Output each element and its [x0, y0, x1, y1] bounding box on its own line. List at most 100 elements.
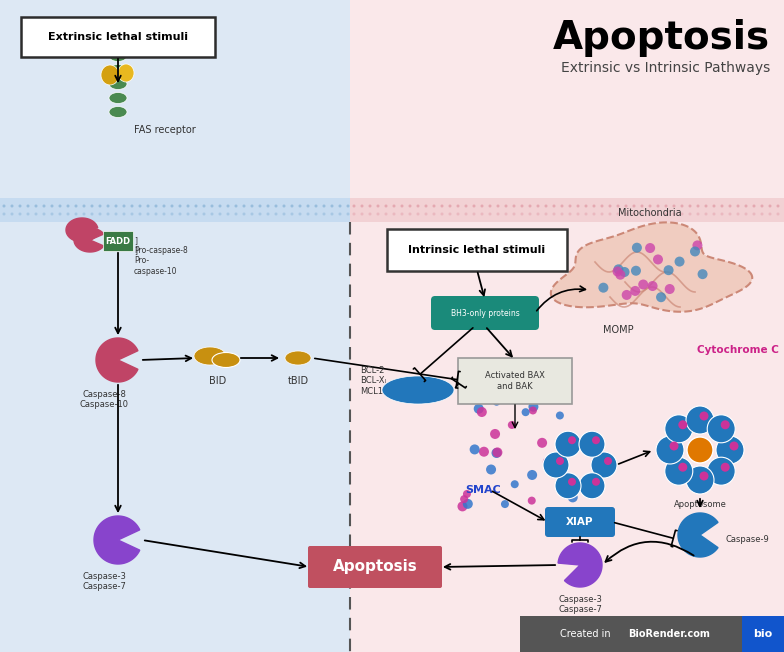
Circle shape	[529, 406, 537, 415]
Circle shape	[202, 205, 205, 207]
Text: ]
Pro-caspase-8: ] Pro-caspase-8	[134, 236, 187, 256]
Circle shape	[521, 213, 524, 216]
Circle shape	[307, 213, 310, 216]
Circle shape	[50, 213, 53, 216]
Circle shape	[681, 213, 684, 216]
Circle shape	[656, 213, 659, 216]
Circle shape	[616, 213, 619, 216]
Circle shape	[27, 205, 30, 207]
Circle shape	[251, 213, 253, 216]
Circle shape	[728, 213, 731, 216]
Circle shape	[592, 436, 600, 444]
Circle shape	[291, 205, 293, 207]
Circle shape	[114, 205, 118, 207]
FancyBboxPatch shape	[387, 229, 567, 271]
Circle shape	[736, 213, 739, 216]
Circle shape	[633, 213, 636, 216]
Circle shape	[568, 436, 576, 444]
Circle shape	[553, 213, 556, 216]
Circle shape	[665, 213, 667, 216]
Circle shape	[555, 473, 581, 499]
Circle shape	[753, 213, 756, 216]
Circle shape	[314, 205, 318, 207]
Circle shape	[631, 266, 641, 276]
Circle shape	[504, 213, 507, 216]
Circle shape	[579, 473, 605, 499]
Circle shape	[384, 205, 387, 207]
Circle shape	[401, 205, 404, 207]
Circle shape	[653, 254, 663, 265]
Circle shape	[592, 478, 600, 486]
Circle shape	[473, 213, 476, 216]
Circle shape	[776, 213, 779, 216]
Circle shape	[331, 213, 333, 216]
Circle shape	[307, 205, 310, 207]
Circle shape	[291, 213, 293, 216]
Circle shape	[616, 205, 619, 207]
Circle shape	[90, 213, 93, 216]
FancyBboxPatch shape	[545, 507, 615, 537]
Bar	[0, 0, 350, 652]
Circle shape	[179, 205, 182, 207]
Circle shape	[227, 213, 230, 216]
Circle shape	[122, 213, 125, 216]
Circle shape	[720, 421, 730, 429]
Circle shape	[615, 270, 626, 280]
Circle shape	[556, 457, 564, 465]
Circle shape	[242, 213, 245, 216]
Circle shape	[339, 213, 342, 216]
Circle shape	[162, 213, 165, 216]
Circle shape	[720, 205, 724, 207]
Circle shape	[463, 490, 471, 498]
Circle shape	[665, 415, 693, 443]
Circle shape	[686, 406, 714, 434]
Circle shape	[591, 452, 617, 478]
Circle shape	[90, 205, 93, 207]
Circle shape	[347, 205, 350, 207]
Circle shape	[729, 441, 739, 451]
Circle shape	[625, 205, 627, 207]
Circle shape	[187, 213, 190, 216]
Text: Intrinsic lethal stimuli: Intrinsic lethal stimuli	[408, 245, 546, 255]
Circle shape	[27, 213, 30, 216]
Circle shape	[641, 213, 644, 216]
Circle shape	[665, 205, 667, 207]
Circle shape	[470, 445, 480, 454]
Circle shape	[259, 213, 262, 216]
Circle shape	[686, 466, 714, 494]
Circle shape	[492, 447, 503, 458]
Text: tBID: tBID	[288, 376, 309, 386]
Circle shape	[736, 205, 739, 207]
Text: BCL-2
BCL-Xₗ
MCL1: BCL-2 BCL-Xₗ MCL1	[360, 366, 386, 396]
Circle shape	[504, 205, 507, 207]
Circle shape	[585, 205, 587, 207]
Text: Mitochondria: Mitochondria	[619, 208, 682, 218]
Circle shape	[665, 457, 693, 485]
Circle shape	[10, 213, 13, 216]
Circle shape	[456, 213, 459, 216]
Circle shape	[139, 205, 141, 207]
Circle shape	[361, 205, 364, 207]
Circle shape	[501, 500, 509, 508]
Circle shape	[656, 205, 659, 207]
Circle shape	[745, 205, 747, 207]
Circle shape	[122, 205, 125, 207]
Text: Apoptosome: Apoptosome	[673, 500, 727, 509]
Circle shape	[641, 205, 644, 207]
Circle shape	[107, 213, 110, 216]
Circle shape	[601, 205, 604, 207]
Circle shape	[579, 431, 605, 457]
Ellipse shape	[109, 78, 127, 89]
Text: Caspase-8
Caspase-10: Caspase-8 Caspase-10	[79, 390, 129, 409]
Circle shape	[576, 205, 579, 207]
Ellipse shape	[382, 376, 454, 404]
Circle shape	[424, 213, 427, 216]
Circle shape	[401, 213, 404, 216]
Circle shape	[376, 213, 379, 216]
Circle shape	[448, 213, 452, 216]
Circle shape	[699, 411, 709, 421]
Circle shape	[353, 205, 355, 207]
Circle shape	[513, 213, 516, 216]
Circle shape	[376, 205, 379, 207]
Circle shape	[705, 205, 707, 207]
